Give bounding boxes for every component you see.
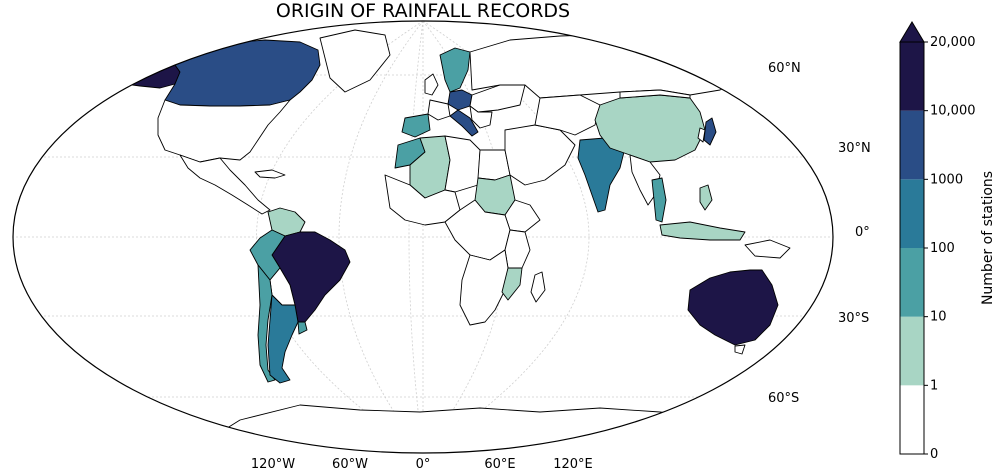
country-thailand: [651, 177, 667, 223]
lon-label: 0°: [416, 457, 431, 471]
country-tasmania: [734, 344, 746, 355]
country-mexico: [179, 154, 271, 215]
country-australia: [687, 269, 779, 346]
map-title: ORIGIN OF RAINFALL RECORDS: [276, 0, 570, 22]
colorbar-title: Number of stations: [980, 171, 996, 305]
country-balkans: [469, 105, 493, 129]
globe-outline: [12, 20, 834, 454]
colorbar: 0 1 10 100 1000 10,000 20,000 Number of statio…: [899, 21, 996, 462]
colorbar-bin: [900, 248, 924, 317]
lat-label: 60°N: [768, 61, 801, 76]
country-mozambique: [501, 267, 523, 301]
colorbar-extend-arrow: [899, 21, 925, 43]
country-uk: [424, 73, 439, 96]
country-korea: [697, 127, 706, 143]
longitude-labels: 120°W 60°W 0° 60°E 120°E: [251, 457, 593, 471]
colorbar-bin: [900, 110, 924, 180]
colorbar-bin: [900, 316, 924, 386]
colorbar-tick-label: 1000: [930, 172, 963, 187]
country-central-asia: [534, 94, 601, 136]
latitude-labels: 60°N 30°N 0° 30°S 60°S: [768, 61, 871, 406]
country-japan: [703, 117, 717, 146]
country-southern-africa: [459, 249, 509, 326]
colorbar-bin: [900, 179, 924, 248]
colorbar-tick-label: 20,000: [930, 35, 976, 50]
colorbar-bin: [900, 385, 924, 454]
country-alaska: [114, 54, 181, 89]
country-madagascar: [530, 271, 546, 303]
country-southeast-asia: [629, 154, 661, 206]
country-spain: [401, 113, 431, 138]
country-mongolia: [619, 89, 691, 99]
country-caribbean: [254, 169, 286, 179]
lat-label: 30°S: [838, 311, 869, 326]
country-egypt: [477, 149, 511, 181]
colorbar-tick-label: 0: [930, 447, 938, 462]
colorbar-tick-label: 10: [930, 310, 947, 325]
lat-label: 0°: [855, 225, 870, 240]
country-usa: [157, 99, 291, 163]
country-libya: [444, 135, 481, 193]
lon-label: 60°W: [332, 457, 368, 471]
country-scandinavia: [439, 47, 471, 93]
lon-label: 120°W: [251, 457, 295, 471]
country-new-guinea: [744, 239, 791, 259]
colorbar-tick-label: 1: [930, 378, 938, 393]
lat-label: 60°S: [768, 391, 799, 406]
colorbar-tick-label: 100: [930, 241, 955, 256]
colorbar-bin: [900, 42, 924, 111]
country-indonesia: [659, 221, 746, 241]
country-france: [427, 99, 451, 121]
country-philippines: [699, 184, 713, 211]
lon-label: 120°E: [553, 457, 593, 471]
lat-label: 30°N: [838, 141, 871, 156]
country-argentina: [267, 294, 299, 384]
lon-label: 60°E: [484, 457, 515, 471]
colorbar-tick-label: 10,000: [930, 104, 976, 119]
country-greenland: [319, 29, 391, 93]
country-italy: [449, 109, 479, 137]
country-uruguay: [297, 321, 308, 335]
